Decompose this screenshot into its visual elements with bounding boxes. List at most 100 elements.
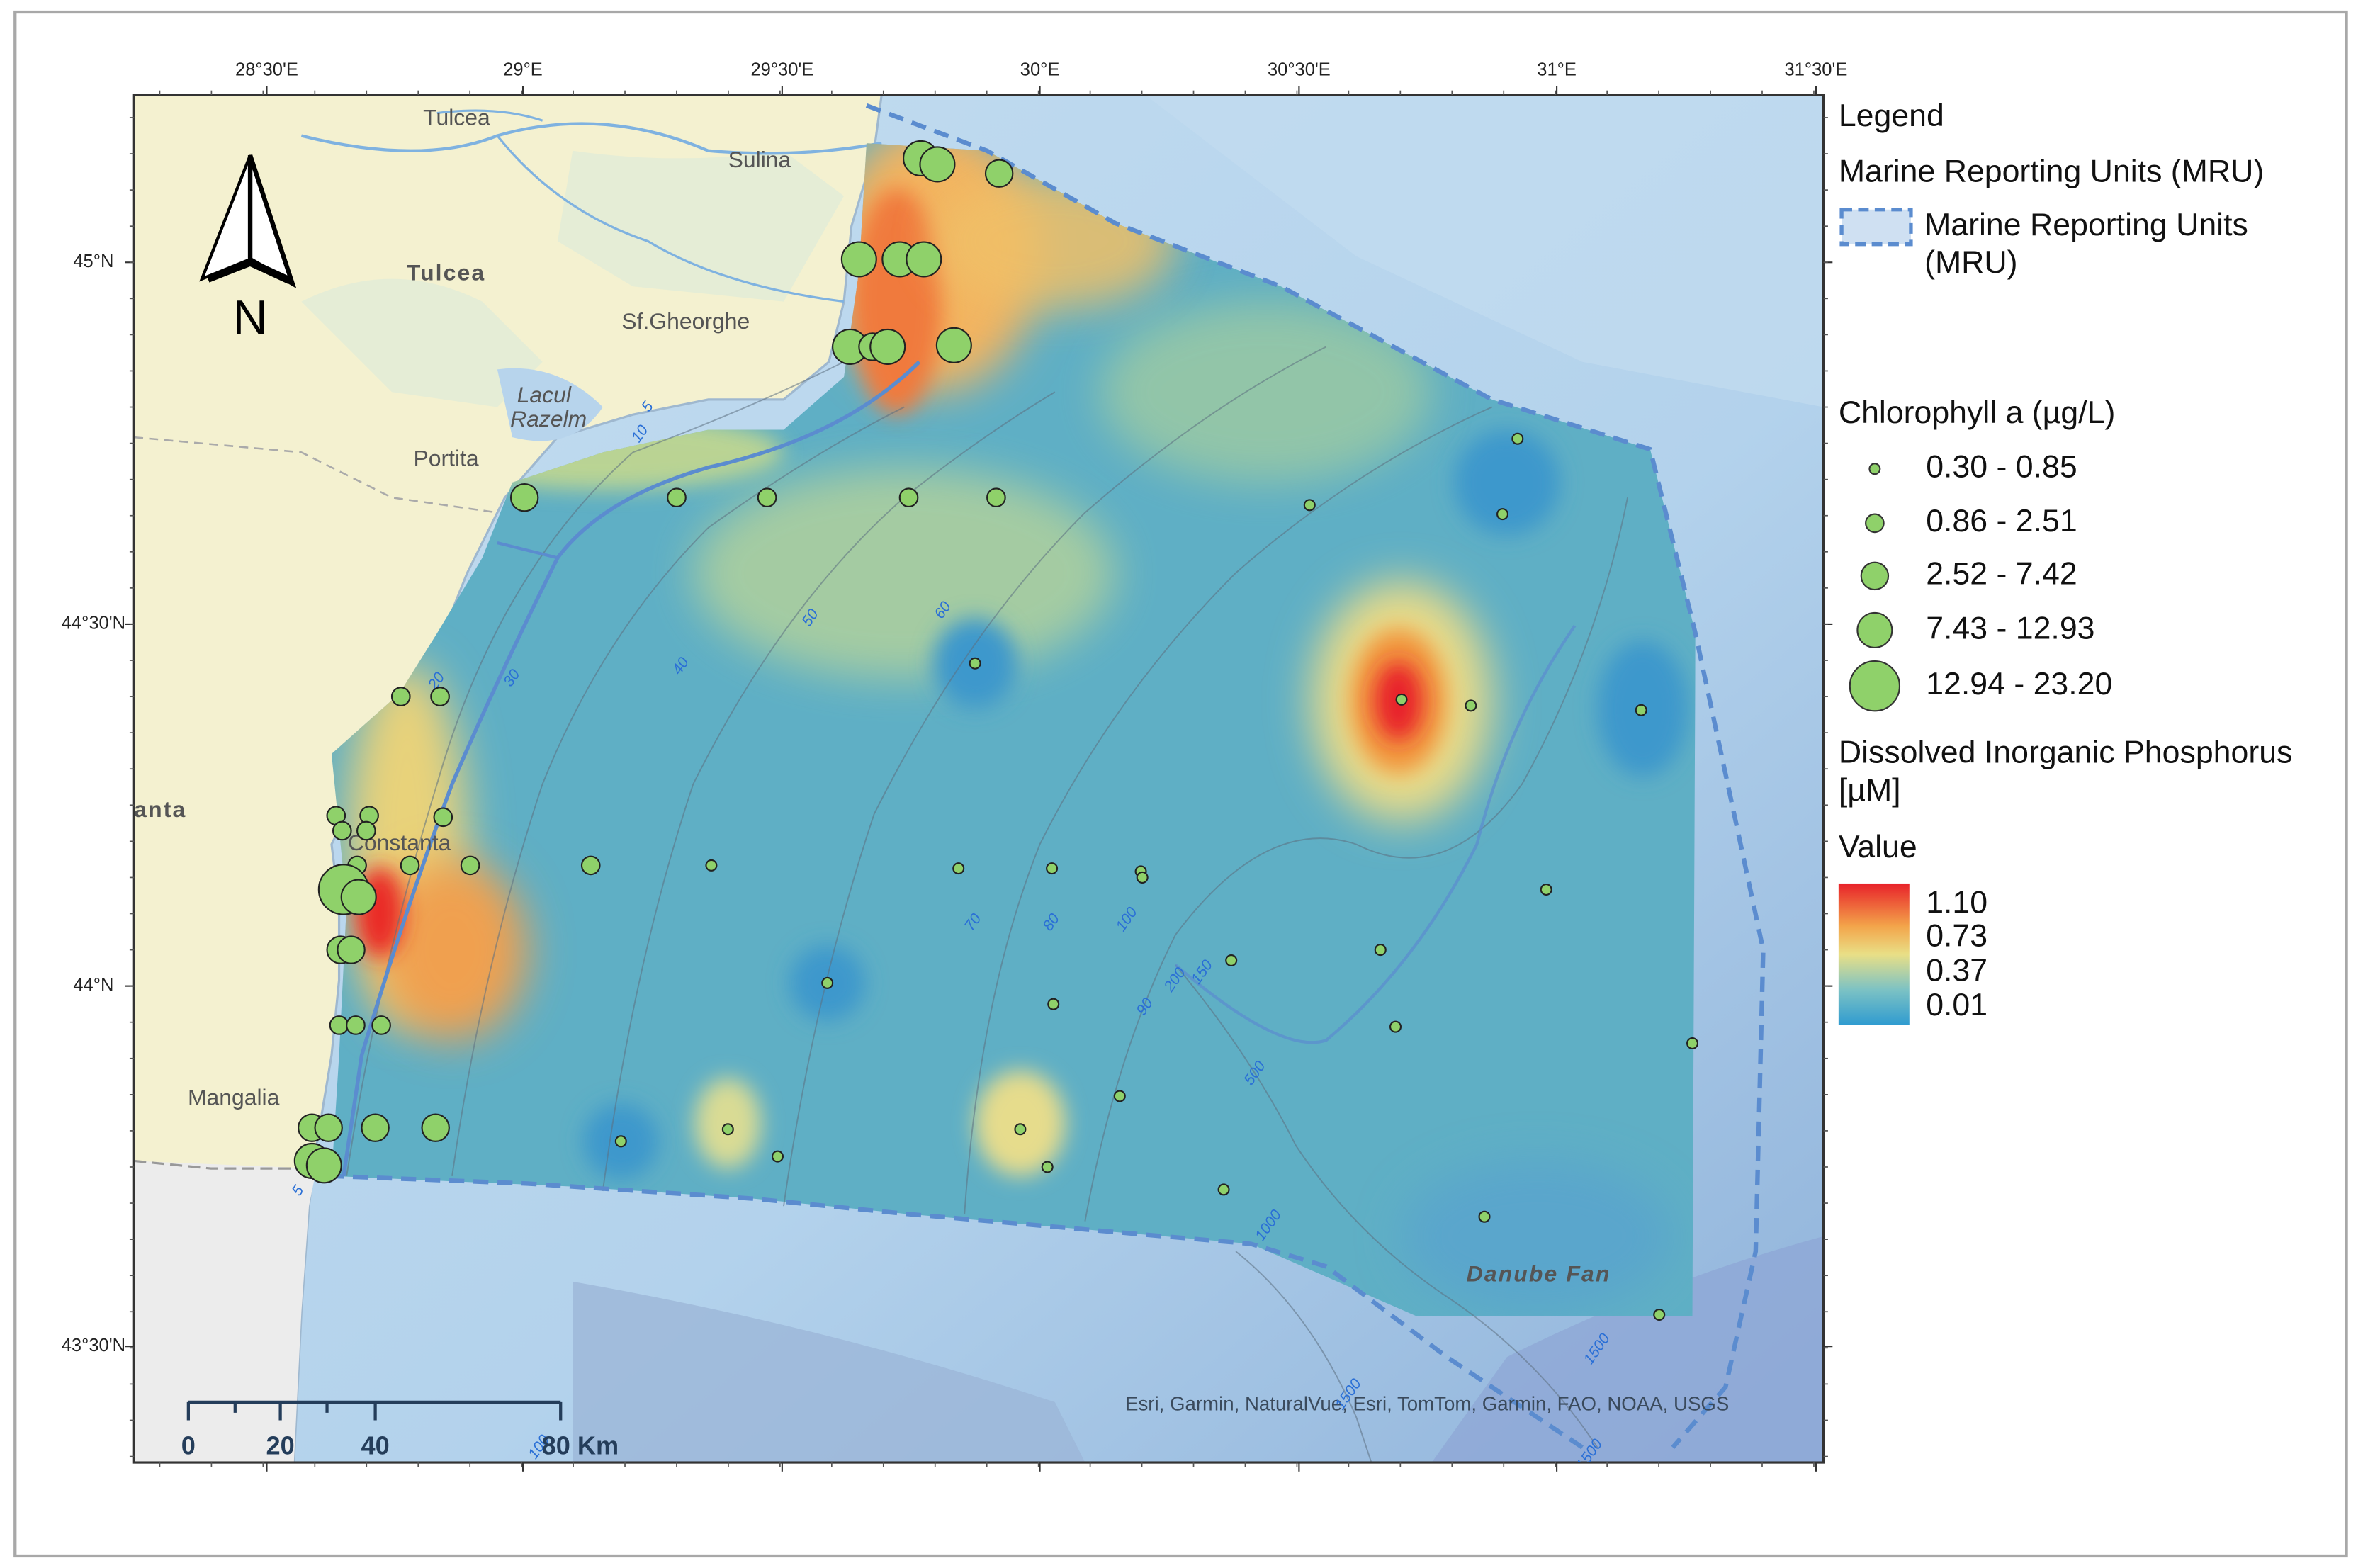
bathymetry [346, 346, 1629, 1463]
station [984, 159, 1014, 188]
place-label: Tulcea [423, 105, 490, 130]
station [898, 487, 919, 508]
station [1303, 499, 1316, 512]
mru-inner-boundary [342, 360, 921, 1177]
station [1635, 704, 1647, 716]
place-label: Danube Fan [1467, 1261, 1611, 1287]
station [390, 687, 411, 706]
border [134, 436, 498, 514]
place-label: anta [134, 796, 186, 822]
north-label: N [232, 291, 267, 344]
scale-bar-label: 0 [181, 1431, 196, 1460]
legend-symbol [1865, 513, 1885, 534]
place-label: Sulina [728, 147, 791, 172]
legend-symbol [1868, 463, 1881, 475]
map-frame [132, 94, 1825, 1464]
river [496, 135, 845, 303]
place-label: Portita [413, 445, 478, 470]
legend-ramp-label: 0.01 [1926, 988, 1987, 1022]
station [919, 146, 956, 183]
legend-heading: Marine Reporting Units (MRU) [1839, 154, 2264, 188]
deep-sea [573, 1281, 1085, 1463]
legend-class-label: 0.86 - 2.51 [1926, 504, 2077, 538]
station [337, 935, 366, 964]
deep-sea [1431, 1236, 1824, 1463]
latitude-tick-label: 43°30'N [62, 1336, 125, 1355]
legend-ramp-label: 0.73 [1926, 918, 1987, 953]
station [757, 487, 777, 508]
longitude-tick-label: 31°E [1537, 60, 1577, 80]
scale-bar-label: 20 [266, 1431, 295, 1460]
scale-bar-label: 40 [361, 1431, 389, 1460]
station [986, 487, 1006, 508]
heat-zone [1454, 429, 1560, 536]
mru-boundary [331, 103, 1766, 1450]
lake-razelm [497, 368, 603, 441]
station [771, 1150, 784, 1163]
border [134, 1159, 317, 1170]
station [1478, 1210, 1491, 1223]
legend-dip-box: Dissolved Inorganic Phosphorus [µM] [1838, 735, 2293, 808]
station [509, 483, 539, 512]
station [421, 1113, 450, 1142]
north-arrow: N [199, 154, 297, 344]
station [400, 855, 420, 876]
place-label: Lacul [517, 382, 572, 407]
legend-color-ramp [1838, 883, 1910, 1025]
station [1047, 998, 1060, 1010]
legend-mru-entry: Marine Reporting Units (MRU) [1924, 208, 2248, 281]
heat-zone [1402, 1161, 1673, 1312]
station [433, 807, 453, 828]
canyon-contour [1174, 624, 1577, 1044]
heat-zone [693, 467, 1115, 679]
station [329, 1015, 349, 1035]
legend-class-label: 2.52 - 7.42 [1926, 557, 2077, 592]
station [1225, 954, 1238, 966]
station [614, 1135, 627, 1148]
place-label: Tulcea [407, 260, 485, 286]
scale-bar [186, 1400, 563, 1421]
station [869, 328, 906, 365]
station [346, 1015, 366, 1035]
longitude-tick-label: 30°30'E [1268, 60, 1331, 80]
station [1511, 432, 1524, 445]
station [721, 1123, 734, 1136]
legend-heading: Chlorophyll a (µg/L) [1839, 395, 2116, 430]
longitude-tick-label: 29°30'E [750, 60, 813, 80]
station [460, 855, 480, 876]
station [1046, 862, 1059, 875]
station [821, 976, 834, 989]
place-label: Razelm [510, 406, 587, 432]
station [1465, 699, 1477, 712]
station [314, 1113, 343, 1142]
north-arrow-base [206, 258, 291, 284]
station [1374, 944, 1387, 957]
station [1041, 1161, 1054, 1173]
station [430, 687, 450, 706]
land-bulgaria [134, 1161, 317, 1463]
delta-wetland [301, 278, 543, 407]
stations [293, 140, 1699, 1321]
station [1113, 1090, 1126, 1102]
legend-symbol [1860, 561, 1890, 591]
latitude-tick-label: 44°N [73, 975, 113, 995]
station [1389, 1020, 1402, 1033]
station [1653, 1309, 1666, 1321]
station [1686, 1037, 1699, 1050]
legend-title: Legend [1839, 98, 1944, 133]
place-label: Sf.Gheorghe [621, 308, 750, 334]
attribution: Esri, Garmin, NaturalVue, Esri, TomTom, … [1125, 1392, 1729, 1414]
station [332, 820, 352, 841]
legend-class-label: 12.94 - 23.20 [1926, 667, 2112, 701]
shelf-shade [1054, 95, 1824, 407]
place-label: Mangalia [188, 1085, 280, 1110]
station [371, 1015, 391, 1035]
station [969, 657, 981, 670]
mru-inner-boundary [497, 541, 558, 560]
station [935, 327, 972, 363]
station [1540, 883, 1552, 896]
legend-heading: Dissolved Inorganic Phosphorus [µM] [1838, 735, 2293, 808]
station [361, 1113, 390, 1142]
station [667, 487, 687, 508]
